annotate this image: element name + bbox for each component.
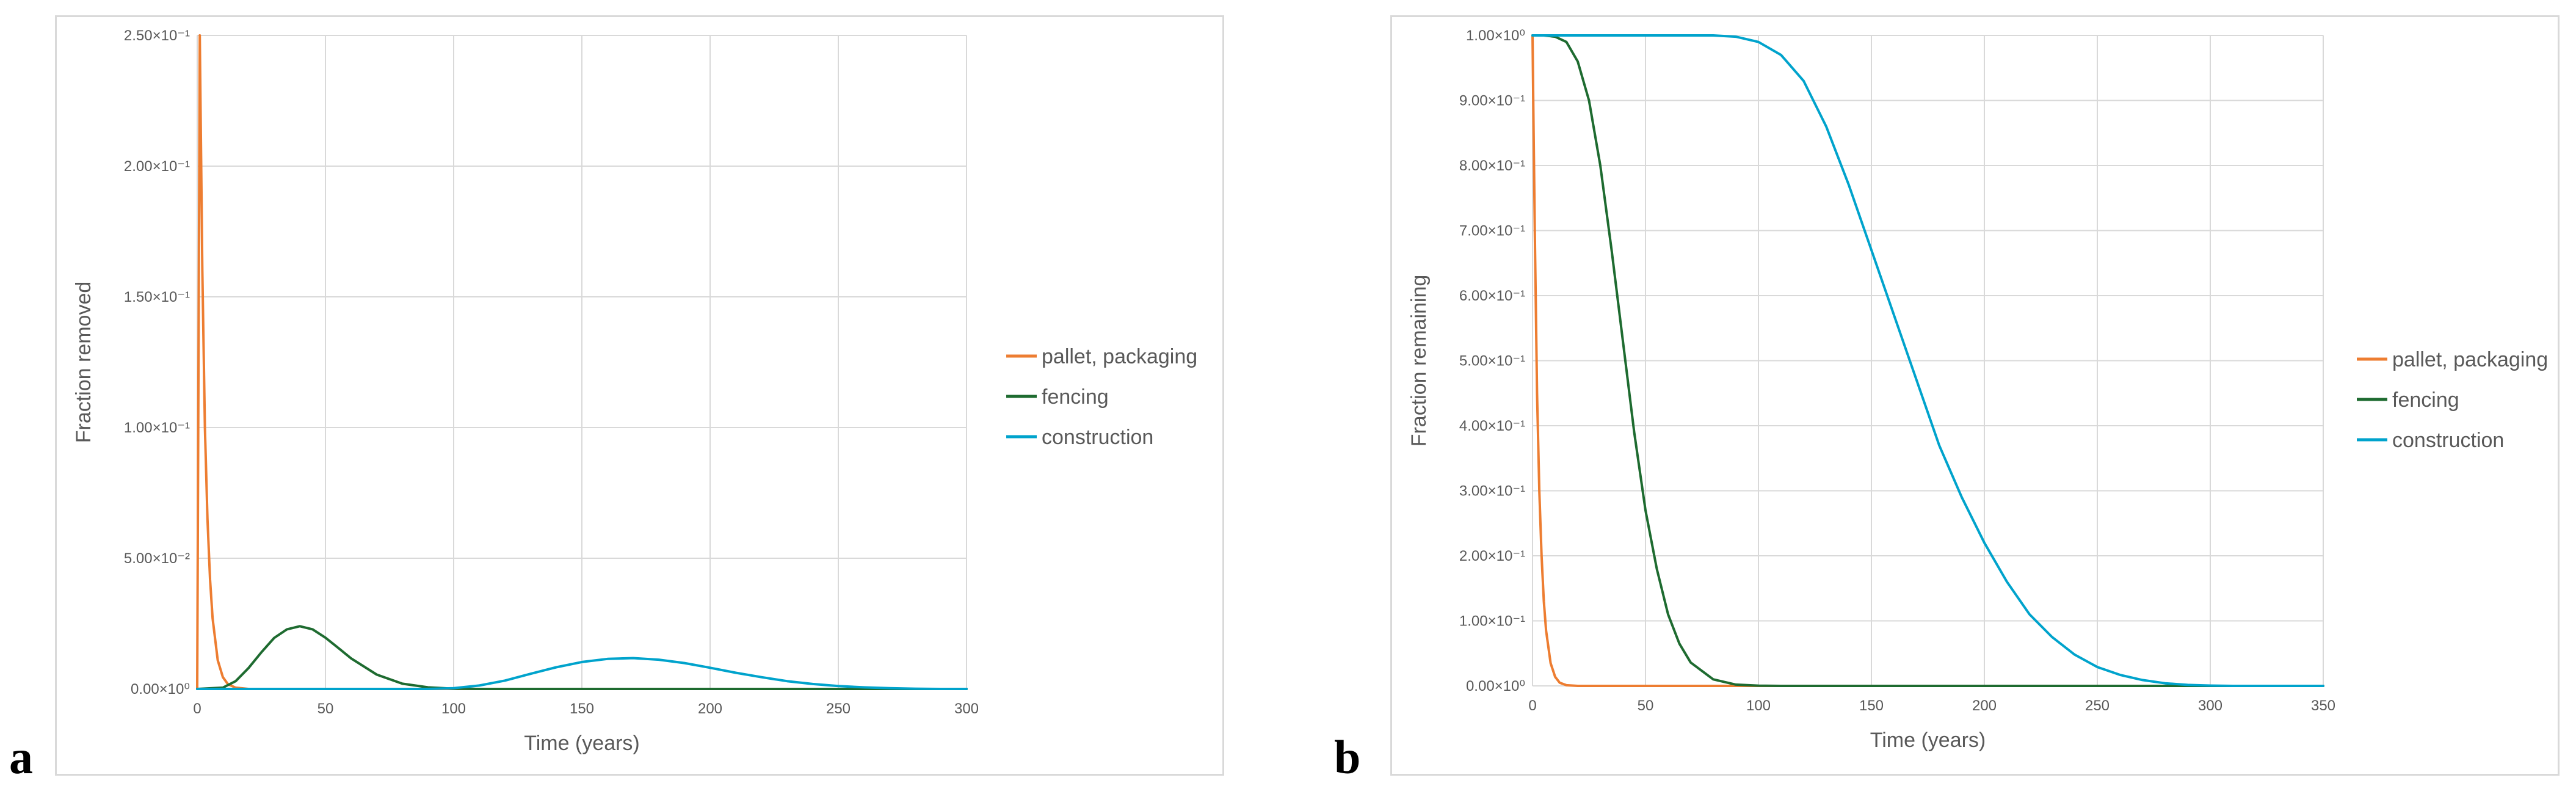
chart-a-y-tick-label: 0.00×10⁰ (131, 681, 190, 697)
chart-b-x-tick-label: 100 (1746, 697, 1771, 714)
chart-a-legend-label-2: fencing (1042, 385, 1109, 409)
chart-a-y-axis-title: Fraction removed (72, 282, 95, 443)
chart-a-y-tick-label: 1.50×10⁻¹ (124, 289, 190, 305)
chart-b-y-tick-label: 3.00×10⁻¹ (1459, 483, 1525, 500)
chart-panel-b: 0 50 100 150 200 250 300 350 0.00×10⁰ 1.00×10⁻¹ 2.… (1390, 15, 2560, 776)
chart-a-y-tick-label: 2.00×10⁻¹ (124, 158, 190, 175)
chart-a-series-line-1 (196, 34, 968, 690)
chart-b-x-tick-label: 0 (1528, 697, 1536, 714)
chart-b-y-tick-label: 9.00×10⁻¹ (1459, 93, 1525, 109)
chart-a-x-tick-label: 0 (193, 701, 201, 717)
chart-b-y-tick-label: 0.00×10⁰ (1466, 678, 1525, 694)
chart-b-y-axis-title: Fraction remaining (1407, 275, 1431, 447)
chart-b-y-tick-label: 1.00×10⁻¹ (1459, 613, 1525, 630)
chart-b-x-tick-label: 250 (2085, 697, 2110, 714)
chart-a-x-tick-label: 200 (698, 701, 722, 717)
chart-b-series-line-1 (1531, 34, 2324, 687)
chart-b-x-axis-title: Time (years) (1870, 729, 1986, 752)
chart-a-x-tick-label: 100 (441, 701, 466, 717)
chart-b-x-tick-label: 350 (2311, 697, 2335, 714)
chart-b-x-tick-label: 150 (1859, 697, 1884, 714)
chart-a-series-line-3 (196, 657, 968, 690)
chart-b-x-tick-label: 50 (1638, 697, 1654, 714)
chart-a-series-line-2 (196, 625, 968, 690)
chart-b-y-tick-label: 7.00×10⁻¹ (1459, 223, 1525, 239)
chart-b-x-tick-label: 300 (2198, 697, 2222, 714)
chart-b-x-tick-label: 200 (1972, 697, 1997, 714)
chart-a-x-tick-label: 250 (826, 701, 851, 717)
chart-b-svg: 0 50 100 150 200 250 300 350 0.00×10⁰ 1.00×10⁻¹ 2.… (1407, 27, 2548, 752)
panel-letter-b: b (1334, 730, 1361, 784)
chart-b-y-tick-label: 5.00×10⁻¹ (1459, 353, 1525, 370)
chart-a-svg: 0 50 100 150 200 250 300 0.00×10⁰ 5.00×10⁻² 1.00×… (72, 27, 1197, 755)
chart-a-x-tick-label: 300 (954, 701, 979, 717)
chart-panel-a: 0 50 100 150 200 250 300 0.00×10⁰ 5.00×10⁻² 1.00×… (55, 15, 1224, 776)
chart-b-y-tick-label: 2.00×10⁻¹ (1459, 548, 1525, 564)
chart-b-y-tick-label: 6.00×10⁻¹ (1459, 288, 1525, 304)
chart-a-x-axis-title: Time (years) (524, 732, 640, 755)
chart-a-x-tick-label: 50 (317, 701, 334, 717)
chart-a-y-tick-label: 5.00×10⁻² (124, 550, 190, 567)
chart-b-legend-label-1: pallet, packaging (2392, 348, 2548, 371)
chart-b-series-line-2 (1531, 34, 2324, 687)
chart-b-series-line-3 (1531, 34, 2324, 687)
chart-a-legend-label-1: pallet, packaging (1042, 345, 1197, 368)
chart-b-legend-label-3: construction (2392, 429, 2504, 452)
chart-b-y-tick-label: 8.00×10⁻¹ (1459, 158, 1525, 174)
panel-letter-a: a (9, 730, 33, 784)
chart-b-y-tick-label: 4.00×10⁻¹ (1459, 418, 1525, 434)
chart-a-y-tick-label: 1.00×10⁻¹ (124, 420, 190, 436)
chart-b-legend-label-2: fencing (2392, 388, 2459, 412)
chart-a-x-tick-label: 150 (570, 701, 594, 717)
chart-a-legend-label-3: construction (1042, 426, 1153, 449)
chart-b-y-tick-label: 1.00×10⁰ (1466, 27, 1525, 44)
chart-a-y-tick-label: 2.50×10⁻¹ (124, 27, 190, 44)
